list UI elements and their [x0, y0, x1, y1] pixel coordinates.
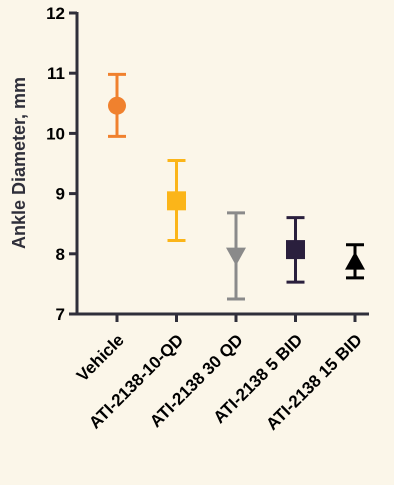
- data-point-triangle-up: [345, 251, 365, 270]
- y-tick-label: 7: [56, 305, 65, 324]
- y-tick-label: 11: [47, 64, 65, 83]
- data-point-circle: [108, 96, 126, 115]
- data-point-square: [167, 191, 186, 211]
- y-tick-label: 9: [56, 185, 65, 204]
- y-tick-label: 12: [46, 4, 65, 23]
- data-point-square: [286, 240, 305, 260]
- x-category-label: Vehicle: [73, 330, 128, 385]
- data-point-triangle-down: [226, 247, 246, 266]
- y-tick-label: 10: [46, 124, 65, 143]
- y-axis: 7 8 9 10 11 12: [46, 4, 79, 324]
- y-tick-label: 8: [56, 245, 65, 264]
- y-axis-title: Ankle Diameter, mm: [9, 77, 29, 249]
- data-series: [108, 72, 365, 301]
